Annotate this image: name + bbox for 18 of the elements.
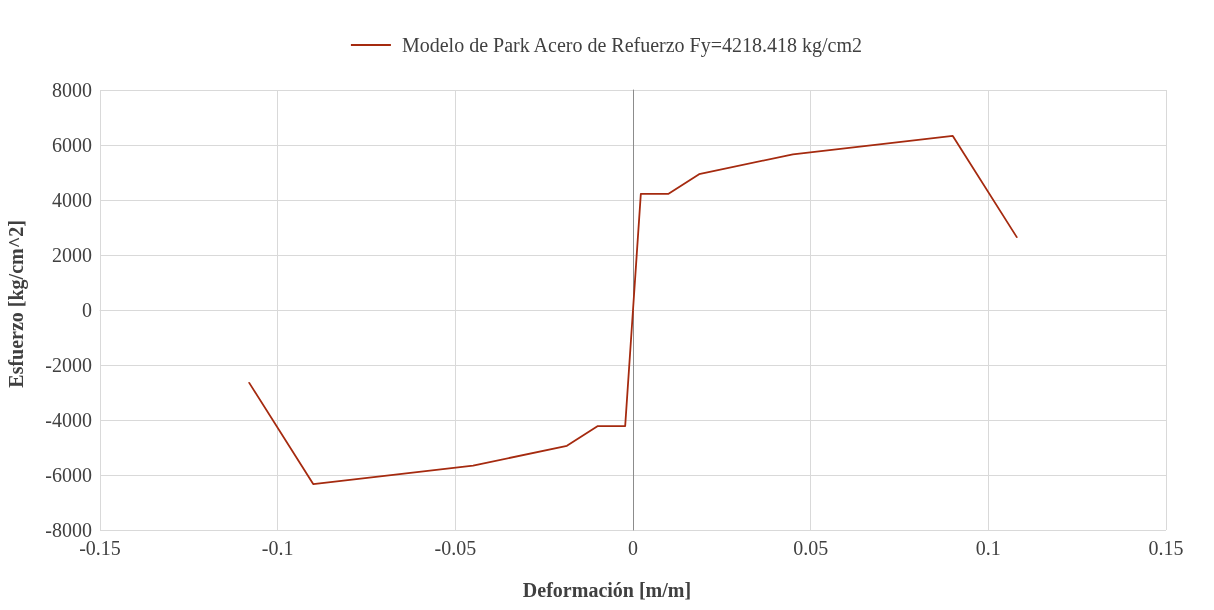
y-tick-label: 6000 <box>52 134 92 156</box>
x-tick-label: -0.1 <box>261 537 294 559</box>
x-tick-label: 0.05 <box>793 537 829 559</box>
x-tick-label: 0.1 <box>975 537 1001 559</box>
line-series <box>248 135 1018 485</box>
y-tick-label: -2000 <box>45 354 92 376</box>
y-tick-label: 4000 <box>52 189 92 211</box>
x-tick-label: -0.05 <box>434 537 477 559</box>
y-tick-label: 2000 <box>52 244 92 266</box>
x-tick-label: 0 <box>628 537 638 559</box>
y-tick-label: 0 <box>82 299 92 321</box>
x-axis-title: Deformación [m/m] <box>522 579 692 601</box>
x-tick-label: 0.15 <box>1148 537 1184 559</box>
legend-label: Modelo de Park Acero de Refuerzo Fy=4218.418 kg/cm2 <box>401 34 862 57</box>
y-axis-title: Esfuerzo [kg/cm^2] <box>5 219 28 388</box>
y-tick-label: -6000 <box>45 464 92 486</box>
y-tick-label: -4000 <box>45 409 92 431</box>
y-tick-label: 8000 <box>52 79 92 101</box>
